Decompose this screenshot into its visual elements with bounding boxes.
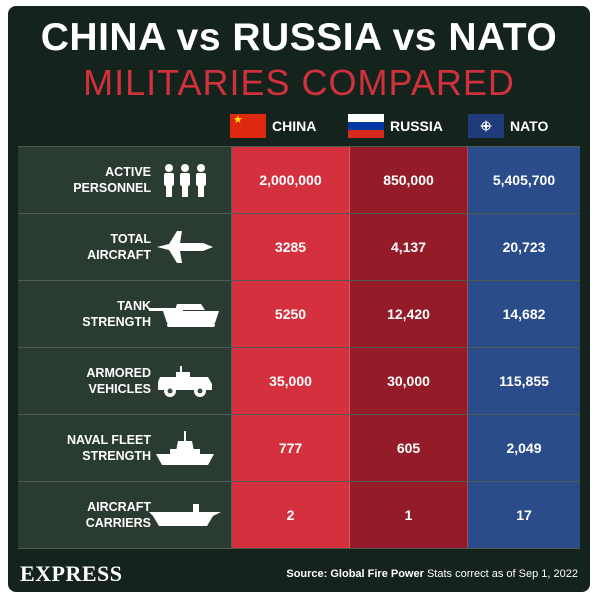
table-row: TOTAL AIRCRAFT 3285 4,137 20,723 (18, 214, 580, 281)
express-logo: EXPRESS (20, 561, 123, 586)
row-label-cell: ARMORED VEHICLES (18, 348, 232, 414)
row-label: ACTIVE PERSONNEL (21, 164, 151, 196)
source-date: Stats correct as of Sep 1, 2022 (423, 568, 578, 580)
row-label-line1: TANK (117, 299, 151, 313)
row-label-line2: STRENGTH (82, 449, 151, 463)
china-value: 3285 (232, 214, 350, 280)
tank-icon (149, 294, 221, 334)
nato-value: 20,723 (468, 214, 580, 280)
table-row: TANK STRENGTH 5250 12,420 14,682 (18, 281, 580, 348)
row-label: TANK STRENGTH (21, 298, 151, 330)
china-value: 2 (232, 482, 350, 548)
russia-value: 1 (350, 482, 468, 548)
china-flag-icon: ★ (230, 114, 266, 138)
russia-value: 850,000 (350, 147, 468, 213)
russia-value: 4,137 (350, 214, 468, 280)
source-note: Source: Global Fire Power Stats correct … (286, 568, 578, 580)
legend-label: CHINA (272, 118, 317, 134)
legend-china: ★ CHINA (230, 114, 316, 138)
russia-flag-icon (348, 114, 384, 138)
row-label: AIRCRAFT CARRIERS (21, 499, 151, 531)
row-label-line2: AIRCRAFT (87, 248, 151, 262)
row-label-line1: ARMORED (86, 366, 151, 380)
subtitle: MILITARIES COMPARED (83, 62, 515, 103)
personnel-icon (149, 160, 221, 200)
row-label-line2: STRENGTH (82, 315, 151, 329)
row-label: ARMORED VEHICLES (21, 365, 151, 397)
russia-value: 30,000 (350, 348, 468, 414)
comparison-table: ACTIVE PERSONNEL 2,000,000 850,000 5,405,700… (18, 146, 580, 549)
table-row: ARMORED VEHICLES 35,000 30,000 115,855 (18, 348, 580, 415)
warship-icon (149, 428, 221, 468)
row-label-line1: ACTIVE (105, 165, 151, 179)
russia-value: 12,420 (350, 281, 468, 347)
row-label-line1: TOTAL (110, 232, 151, 246)
china-value: 5250 (232, 281, 350, 347)
nato-flag-icon (468, 114, 504, 138)
nato-value: 2,049 (468, 415, 580, 481)
legend-russia: RUSSIA (348, 114, 443, 138)
source-label: Source: Global Fire Power (286, 568, 424, 580)
main-title: CHINA vs RUSSIA vs NATO (40, 16, 558, 59)
nato-value: 115,855 (468, 348, 580, 414)
row-label-cell: TANK STRENGTH (18, 281, 232, 347)
row-label: NAVAL FLEET STRENGTH (21, 432, 151, 464)
infographic-card: CHINA vs RUSSIA vs NATO MILITARIES COMPA… (8, 6, 590, 592)
table-row: ACTIVE PERSONNEL 2,000,000 850,000 5,405,700 (18, 146, 580, 214)
row-label-cell: TOTAL AIRCRAFT (18, 214, 232, 280)
row-label-cell: AIRCRAFT CARRIERS (18, 482, 232, 548)
china-value: 777 (232, 415, 350, 481)
table-row: NAVAL FLEET STRENGTH 777 605 2,049 (18, 415, 580, 482)
table-row: AIRCRAFT CARRIERS 2 1 17 (18, 482, 580, 549)
nato-value: 5,405,700 (468, 147, 580, 213)
china-value: 2,000,000 (232, 147, 350, 213)
row-label-line1: NAVAL FLEET (66, 433, 151, 447)
aircraft-carrier-icon (149, 495, 221, 535)
nato-value: 14,682 (468, 281, 580, 347)
row-label: TOTAL AIRCRAFT (21, 231, 151, 263)
legend-label: NATO (510, 118, 549, 134)
row-label-cell: ACTIVE PERSONNEL (18, 147, 232, 213)
legend-nato: NATO (468, 114, 548, 138)
russia-value: 605 (350, 415, 468, 481)
legend-label: RUSSIA (390, 118, 443, 134)
row-label-cell: NAVAL FLEET STRENGTH (18, 415, 232, 481)
row-label-line2: PERSONNEL (73, 181, 151, 195)
row-label-line1: AIRCRAFT (87, 500, 151, 514)
nato-value: 17 (468, 482, 580, 548)
china-value: 35,000 (232, 348, 350, 414)
row-label-line2: VEHICLES (88, 382, 151, 396)
armored-vehicle-icon (149, 361, 221, 401)
row-label-line2: CARRIERS (85, 516, 151, 530)
fighter-jet-icon (149, 227, 221, 267)
